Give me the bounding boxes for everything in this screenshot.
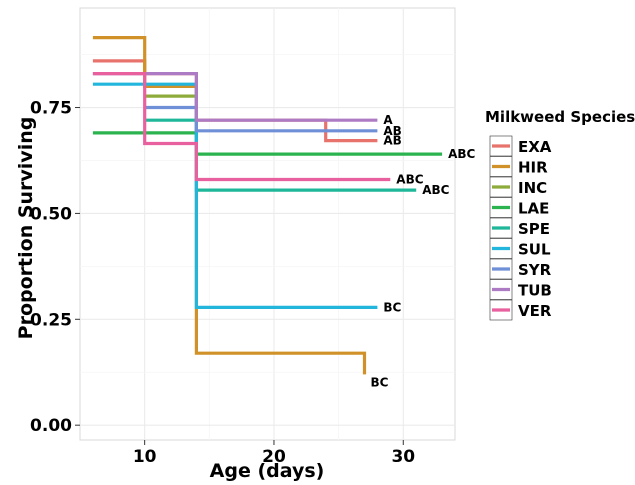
legend-label-exa: EXA (518, 138, 552, 156)
x-axis-ticks: 10 20 30 (133, 440, 415, 467)
legend-label-sul: SUL (518, 241, 551, 259)
plot-panel (79, 7, 456, 441)
series-label-sul: BC (383, 300, 401, 314)
y-tick-label: 0.25 (30, 310, 72, 330)
series-label-tub: A (383, 113, 393, 127)
series-label-ver: ABC (396, 173, 423, 187)
series-label-exa: AB (383, 134, 401, 148)
series-layer (92, 36, 443, 375)
series-label-spe: ABC (422, 183, 449, 197)
legend-label-hir: HIR (518, 159, 548, 177)
legend-label-ver: VER (518, 302, 552, 320)
series-label-hir: BC (371, 375, 389, 389)
series-label-lae: ABC (448, 147, 475, 161)
series-line-ver (92, 72, 391, 182)
legend: Milkweed Species EXA HIR INC LAE SPE SUL SYR TU… (485, 108, 635, 321)
x-tick-label: 10 (133, 447, 157, 467)
y-tick-label: 0.75 (30, 99, 72, 119)
x-tick-label: 30 (391, 447, 415, 467)
legend-title: Milkweed Species (485, 108, 635, 126)
y-tick-label: 0.50 (30, 204, 72, 224)
y-axis-label: Proportion Surviving (15, 117, 37, 340)
legend-label-syr: SYR (518, 261, 552, 279)
y-tick-label: 0.00 (30, 416, 72, 436)
legend-label-inc: INC (518, 179, 547, 197)
x-axis-label: Age (days) (210, 460, 325, 482)
legend-label-lae: LAE (518, 200, 549, 218)
x-tick-label: 20 (262, 447, 286, 467)
legend-label-spe: SPE (518, 220, 550, 238)
legend-label-tub: TUB (518, 282, 552, 300)
legend-items: EXA HIR INC LAE SPE SUL SYR TUB VER (489, 135, 552, 321)
series-label-syr: AB (383, 124, 401, 138)
y-axis-ticks: 0.00 0.25 0.50 0.75 (30, 99, 80, 436)
